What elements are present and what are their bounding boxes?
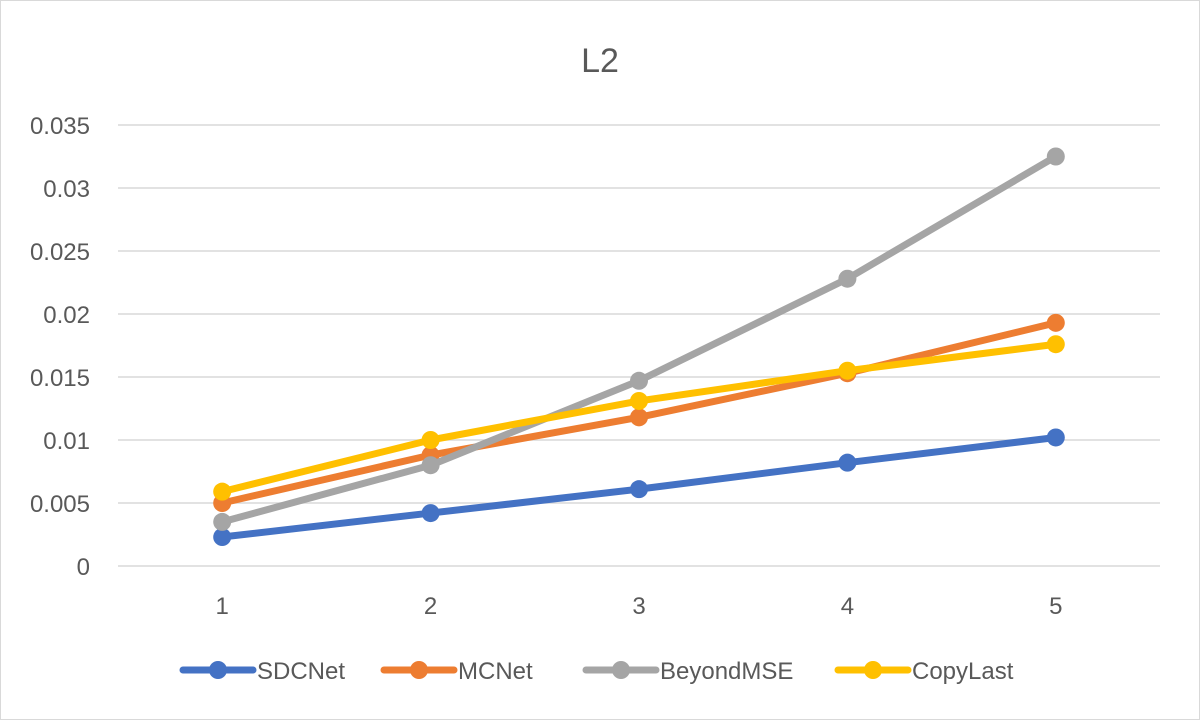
data-point bbox=[213, 528, 232, 547]
series-copylast bbox=[213, 335, 1065, 501]
x-axis-ticks: 1 2 3 4 5 bbox=[216, 593, 1063, 620]
y-tick-label: 0.02 bbox=[43, 302, 90, 329]
y-tick-label: 0.01 bbox=[43, 428, 90, 455]
legend-label: BeyondMSE bbox=[660, 658, 793, 685]
x-tick-label: 3 bbox=[632, 593, 645, 620]
legend-marker bbox=[410, 661, 428, 679]
data-point bbox=[213, 512, 232, 531]
data-point bbox=[838, 269, 857, 288]
legend-item: CopyLast bbox=[834, 658, 1014, 685]
series-group bbox=[213, 147, 1065, 547]
data-point bbox=[421, 456, 440, 475]
legend-marker bbox=[612, 661, 630, 679]
data-point bbox=[1046, 313, 1065, 332]
data-point bbox=[838, 361, 857, 380]
legend-item: MCNet bbox=[380, 658, 533, 685]
legend-label: MCNet bbox=[458, 658, 533, 685]
data-point bbox=[630, 391, 648, 410]
x-tick-label: 5 bbox=[1049, 593, 1062, 620]
y-tick-label: 0.005 bbox=[30, 491, 90, 518]
legend: SDCNet MCNet BeyondMSE CopyLast bbox=[179, 658, 1014, 685]
data-point bbox=[1046, 147, 1065, 166]
gridlines bbox=[118, 124, 1160, 567]
series-sdcnet bbox=[213, 428, 1065, 547]
legend-label: SDCNet bbox=[257, 658, 345, 685]
y-tick-label: 0.03 bbox=[43, 176, 90, 203]
data-point bbox=[630, 408, 648, 427]
legend-item: BeyondMSE bbox=[582, 658, 793, 685]
legend-marker bbox=[864, 661, 882, 679]
data-point bbox=[1046, 428, 1065, 447]
y-tick-label: 0.025 bbox=[30, 239, 90, 266]
y-axis-ticks: 0 0.005 0.01 0.015 0.02 0.025 0.03 0.035 bbox=[30, 113, 90, 581]
y-tick-label: 0 bbox=[77, 554, 90, 581]
data-point bbox=[1046, 335, 1065, 354]
data-point bbox=[838, 453, 857, 472]
y-tick-label: 0.015 bbox=[30, 365, 90, 392]
chart-title: L2 bbox=[581, 42, 619, 80]
data-point bbox=[630, 480, 648, 499]
y-tick-label: 0.035 bbox=[30, 113, 90, 140]
x-tick-label: 1 bbox=[216, 593, 229, 620]
data-point bbox=[421, 431, 440, 449]
legend-item: SDCNet bbox=[179, 658, 345, 685]
series-line bbox=[218, 153, 1060, 526]
legend-label: CopyLast bbox=[912, 658, 1014, 685]
series-beyondmse bbox=[213, 147, 1065, 531]
x-tick-label: 2 bbox=[424, 593, 437, 620]
data-point bbox=[630, 371, 648, 390]
data-point bbox=[421, 504, 440, 523]
x-tick-label: 4 bbox=[841, 593, 854, 620]
legend-marker bbox=[209, 661, 227, 679]
data-point bbox=[213, 482, 232, 501]
